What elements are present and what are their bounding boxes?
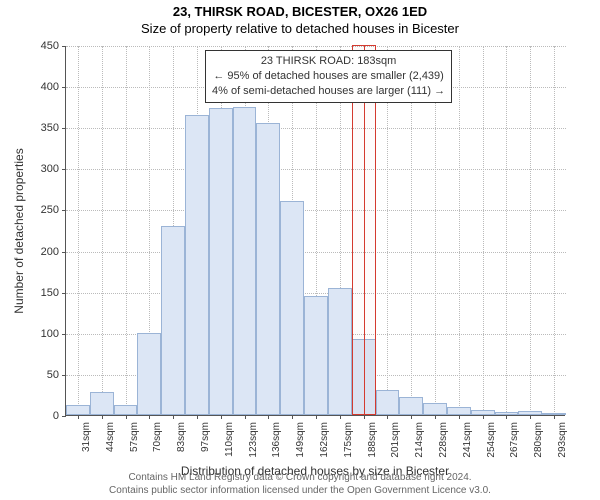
xtick-label: 44sqm (105, 422, 116, 452)
ytick-mark (62, 87, 66, 88)
ytick-label: 450 (29, 40, 59, 52)
gridline-v (126, 46, 127, 416)
histogram-bar (185, 115, 209, 415)
xtick-label: 241sqm (462, 422, 473, 458)
xtick-label: 70sqm (152, 422, 163, 452)
xtick-mark (245, 415, 246, 419)
xtick-label: 110sqm (224, 422, 235, 457)
xtick-label: 31sqm (81, 422, 92, 452)
xtick-mark (459, 415, 460, 419)
xtick-mark (387, 415, 388, 419)
xtick-label: 175sqm (343, 422, 354, 458)
page-subtitle: Size of property relative to detached ho… (0, 19, 600, 36)
ytick-mark (62, 416, 66, 417)
footer-line-2: Contains public sector information licen… (0, 485, 600, 498)
gridline-v (483, 46, 484, 416)
xtick-label: 228sqm (438, 422, 449, 458)
info-line-1: 23 THIRSK ROAD: 183sqm (212, 54, 445, 69)
ytick-label: 250 (29, 204, 59, 216)
histogram-bar (328, 288, 352, 415)
ytick-label: 100 (29, 328, 59, 340)
histogram-bar (376, 390, 400, 415)
histogram-bar (90, 392, 114, 415)
xtick-label: 188sqm (367, 422, 378, 458)
xtick-mark (316, 415, 317, 419)
ytick-mark (62, 169, 66, 170)
ytick-label: 350 (29, 122, 59, 134)
ytick-mark (62, 334, 66, 335)
footer-line-1: Contains HM Land Registry data © Crown c… (0, 472, 600, 485)
ytick-mark (62, 252, 66, 253)
ytick-mark (62, 46, 66, 47)
xtick-label: 57sqm (129, 422, 140, 452)
xtick-label: 97sqm (200, 422, 211, 452)
ytick-mark (62, 375, 66, 376)
xtick-mark (364, 415, 365, 419)
gridline-v (554, 46, 555, 416)
ytick-label: 50 (29, 369, 59, 381)
xtick-mark (78, 415, 79, 419)
histogram-bar (399, 397, 423, 415)
footer-attribution: Contains HM Land Registry data © Crown c… (0, 472, 600, 497)
histogram-bar (256, 123, 280, 415)
ytick-label: 150 (29, 287, 59, 299)
histogram-chart: 23 THIRSK ROAD: 183sqm ← 95% of detached… (65, 46, 565, 416)
xtick-mark (102, 415, 103, 419)
histogram-bar (66, 405, 90, 415)
ytick-mark (62, 293, 66, 294)
xtick-mark (268, 415, 269, 419)
xtick-label: 136sqm (271, 422, 282, 458)
y-axis-label: Number of detached properties (12, 148, 26, 313)
xtick-label: 214sqm (414, 422, 425, 458)
histogram-bar (161, 226, 185, 415)
ytick-label: 200 (29, 246, 59, 258)
histogram-bar (423, 403, 447, 415)
histogram-bar (209, 108, 233, 415)
ytick-label: 400 (29, 81, 59, 93)
xtick-mark (126, 415, 127, 419)
histogram-bar (447, 407, 471, 415)
xtick-mark (435, 415, 436, 419)
histogram-bar (304, 296, 328, 415)
xtick-label: 267sqm (509, 422, 520, 458)
xtick-label: 293sqm (557, 422, 568, 458)
xtick-mark (340, 415, 341, 419)
ytick-mark (62, 210, 66, 211)
gridline-v (78, 46, 79, 416)
info-line-3: 4% of semi-detached houses are larger (1… (212, 84, 445, 99)
xtick-mark (149, 415, 150, 419)
info-line-2: ← 95% of detached houses are smaller (2,… (212, 69, 445, 84)
histogram-bar (280, 201, 304, 415)
page-title: 23, THIRSK ROAD, BICESTER, OX26 1ED (0, 0, 600, 19)
xtick-label: 123sqm (248, 422, 259, 458)
histogram-bar (233, 107, 257, 415)
xtick-label: 149sqm (295, 422, 306, 458)
ytick-label: 0 (29, 410, 59, 422)
xtick-mark (554, 415, 555, 419)
gridline-v (530, 46, 531, 416)
xtick-mark (221, 415, 222, 419)
xtick-label: 280sqm (533, 422, 544, 458)
xtick-mark (173, 415, 174, 419)
xtick-label: 201sqm (390, 422, 401, 458)
xtick-label: 83sqm (176, 422, 187, 452)
gridline-v (102, 46, 103, 416)
xtick-mark (483, 415, 484, 419)
ytick-mark (62, 128, 66, 129)
xtick-mark (292, 415, 293, 419)
gridline-v (506, 46, 507, 416)
y-axis-label-wrap: Number of detached properties (12, 46, 30, 416)
xtick-label: 254sqm (486, 422, 497, 458)
xtick-mark (530, 415, 531, 419)
xtick-mark (411, 415, 412, 419)
histogram-bar (137, 333, 161, 415)
gridline-v (459, 46, 460, 416)
xtick-mark (197, 415, 198, 419)
xtick-label: 162sqm (319, 422, 330, 458)
histogram-bar (114, 405, 138, 415)
xtick-mark (506, 415, 507, 419)
highlight-info-box: 23 THIRSK ROAD: 183sqm ← 95% of detached… (205, 50, 452, 103)
ytick-label: 300 (29, 163, 59, 175)
